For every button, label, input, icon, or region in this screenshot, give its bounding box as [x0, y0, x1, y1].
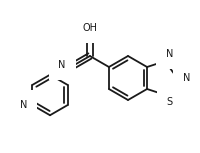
Text: N: N — [20, 100, 27, 110]
Text: OH: OH — [82, 23, 97, 33]
Text: N: N — [58, 60, 66, 70]
Text: S: S — [167, 97, 173, 106]
Text: N: N — [166, 49, 174, 60]
Text: N: N — [183, 73, 191, 83]
